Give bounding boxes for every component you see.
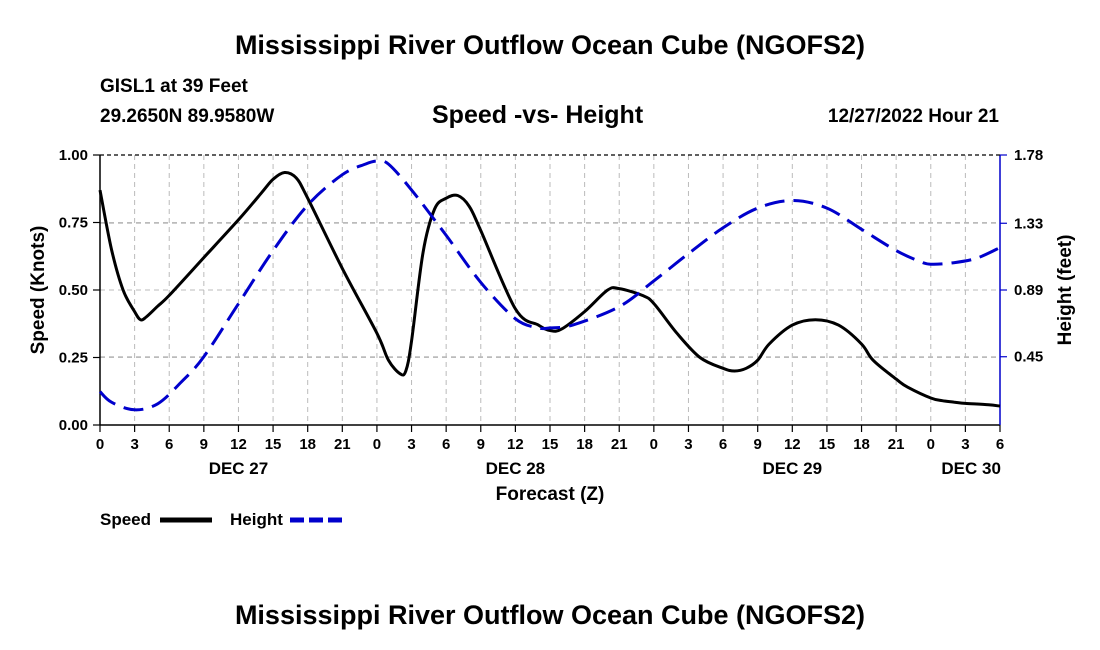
x-tick-label: 15 bbox=[542, 436, 559, 453]
y2-axis-label: Height (feet) bbox=[1055, 235, 1076, 346]
x-tick-label: 0 bbox=[373, 436, 381, 453]
day-label: DEC 28 bbox=[486, 459, 546, 478]
day-label: DEC 30 bbox=[941, 459, 1001, 478]
y2-tick-label: 0.45 bbox=[1014, 349, 1043, 366]
y-tick-label: 0.25 bbox=[59, 350, 88, 367]
y-tick-label: 0.75 bbox=[59, 215, 88, 232]
chart-title-top: Mississippi River Outflow Ocean Cube (NG… bbox=[234, 30, 866, 60]
x-tick-label: 0 bbox=[96, 436, 104, 453]
series-height-line bbox=[98, 159, 1001, 412]
x-tick-label: 12 bbox=[507, 436, 524, 453]
x-tick-label: 3 bbox=[961, 436, 969, 453]
station-label: GISL1 at 39 Feet bbox=[100, 76, 248, 97]
forecast-datetime: 12/27/2022 Hour 21 bbox=[827, 106, 999, 127]
series-speed-line bbox=[98, 170, 1001, 408]
x-tick-label: 6 bbox=[165, 436, 173, 453]
legend-label-height: Height bbox=[230, 510, 283, 529]
x-tick-label: 9 bbox=[754, 436, 762, 453]
day-label: DEC 27 bbox=[209, 459, 269, 478]
x-tick-label: 6 bbox=[996, 436, 1004, 453]
x-axis-label: Forecast (Z) bbox=[496, 484, 605, 505]
x-tick-label: 12 bbox=[784, 436, 801, 453]
x-tick-label: 3 bbox=[684, 436, 692, 453]
x-tick-label: 21 bbox=[611, 436, 628, 453]
x-tick-label: 6 bbox=[442, 436, 450, 453]
y2-tick-label: 1.78 bbox=[1014, 147, 1043, 164]
x-tick-label: 0 bbox=[650, 436, 658, 453]
x-tick-label: 0 bbox=[927, 436, 935, 453]
y-tick-label: 1.00 bbox=[59, 147, 88, 164]
station-coordinates: 29.2650N 89.9580W bbox=[100, 106, 275, 127]
x-tick-label: 21 bbox=[334, 436, 351, 453]
x-tick-label: 3 bbox=[130, 436, 138, 453]
x-tick-label: 21 bbox=[888, 436, 905, 453]
y-tick-label: 0.00 bbox=[59, 417, 88, 434]
chart-subtitle: Speed -vs- Height bbox=[432, 101, 644, 129]
x-tick-label: 15 bbox=[819, 436, 836, 453]
legend-label-speed: Speed bbox=[100, 510, 151, 529]
x-tick-label: 18 bbox=[853, 436, 870, 453]
day-label: DEC 29 bbox=[763, 459, 823, 478]
x-tick-label: 9 bbox=[200, 436, 208, 453]
y2-tick-label: 1.33 bbox=[1014, 215, 1043, 232]
chart-title-bottom: Mississippi River Outflow Ocean Cube (NG… bbox=[234, 600, 866, 630]
x-tick-label: 15 bbox=[265, 436, 282, 453]
y2-tick-label: 0.89 bbox=[1014, 282, 1043, 299]
y-axis-label: Speed (Knots) bbox=[28, 226, 49, 355]
x-tick-label: 3 bbox=[407, 436, 415, 453]
x-tick-label: 6 bbox=[719, 436, 727, 453]
x-tick-label: 18 bbox=[299, 436, 316, 453]
y-tick-label: 0.50 bbox=[59, 282, 88, 299]
x-tick-label: 18 bbox=[576, 436, 593, 453]
x-tick-label: 9 bbox=[477, 436, 485, 453]
x-tick-label: 12 bbox=[230, 436, 247, 453]
